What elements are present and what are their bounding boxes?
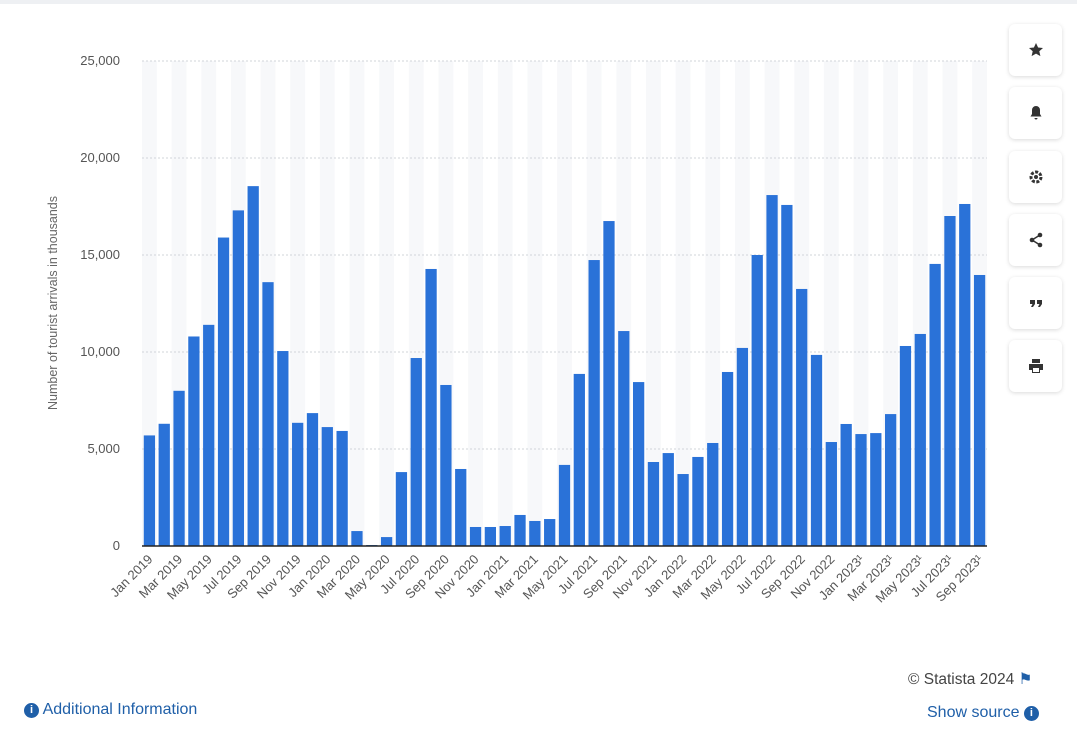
bar [662,453,674,546]
bar [796,288,808,546]
bar [203,324,215,546]
bar [721,371,734,546]
column-stripe [646,61,661,546]
bar [825,442,837,546]
bar [410,358,422,546]
additional-info-text: Additional Information [42,701,198,718]
bar [914,333,926,546]
show-source-text: Show source [927,704,1020,721]
bar [514,514,526,546]
print-button[interactable] [1009,340,1062,392]
bar [321,427,333,546]
bar [944,216,956,547]
y-tick-label: 15,000 [80,247,120,262]
cite-button[interactable] [1009,277,1062,329]
bar [395,472,408,546]
bar [469,526,482,546]
bar [351,531,363,546]
bar [262,282,274,546]
column-stripe [319,61,335,546]
bar [870,433,882,546]
column-stripe [468,61,483,546]
bar [766,195,778,546]
bar [380,537,393,546]
bar [603,221,615,547]
share-button[interactable] [1009,214,1062,266]
y-tick-label: 20,000 [80,150,120,165]
favorite-button[interactable] [1009,24,1062,76]
bar [855,434,867,546]
column-stripe [557,61,572,546]
column-stripe [349,61,365,546]
y-tick-label: 0 [113,538,120,553]
bar [143,435,156,546]
top-border [0,0,1077,4]
alert-button[interactable] [1009,87,1062,139]
bar [588,260,600,546]
bar [277,351,289,546]
bar [692,456,704,546]
bar [618,331,630,546]
bar [455,468,467,546]
chart: Number of tourist arrivals in thousands … [46,53,987,606]
bar [425,268,437,546]
column-stripe [705,61,721,546]
bar [899,345,912,546]
bar [647,461,660,546]
additional-info[interactable]: i Additional Information [24,701,197,719]
bar [217,237,230,547]
column-stripe [497,61,513,546]
bar [677,474,689,546]
bar [558,464,571,546]
bar [529,520,541,546]
bar [247,186,259,546]
y-tick-label: 25,000 [80,53,120,68]
bar [484,526,497,546]
bar [929,263,941,546]
bar [840,423,852,546]
column-stripe [853,61,869,546]
bar [736,347,749,546]
bar [158,423,170,546]
bar [232,210,244,546]
bar [707,442,719,546]
y-tick-label: 10,000 [80,344,120,359]
bar [751,255,763,546]
column-stripe [527,61,543,546]
bar [885,414,897,546]
column-stripe [142,61,157,546]
bar [973,274,986,546]
copyright-text: © Statista 2024 [908,671,1015,688]
column-stripe [675,61,691,546]
y-axis-label: Number of tourist arrivals in thousands [46,196,60,410]
bar [188,336,200,546]
bar [781,204,793,546]
bar [810,354,823,546]
bar [306,413,319,546]
column-stripe [379,61,395,546]
bar [336,430,348,546]
bar [440,384,452,546]
bar [632,382,645,546]
bar [292,422,304,546]
settings-button[interactable] [1009,151,1062,203]
bar [959,203,971,546]
bar [573,373,585,546]
bar [499,526,511,546]
column-stripe [823,61,839,546]
y-tick-label: 5,000 [87,441,120,456]
copyright: © Statista 2024 ⚑ [908,671,1033,688]
bar [173,390,185,546]
bar [544,519,556,546]
show-source[interactable]: Show source i [927,704,1039,722]
